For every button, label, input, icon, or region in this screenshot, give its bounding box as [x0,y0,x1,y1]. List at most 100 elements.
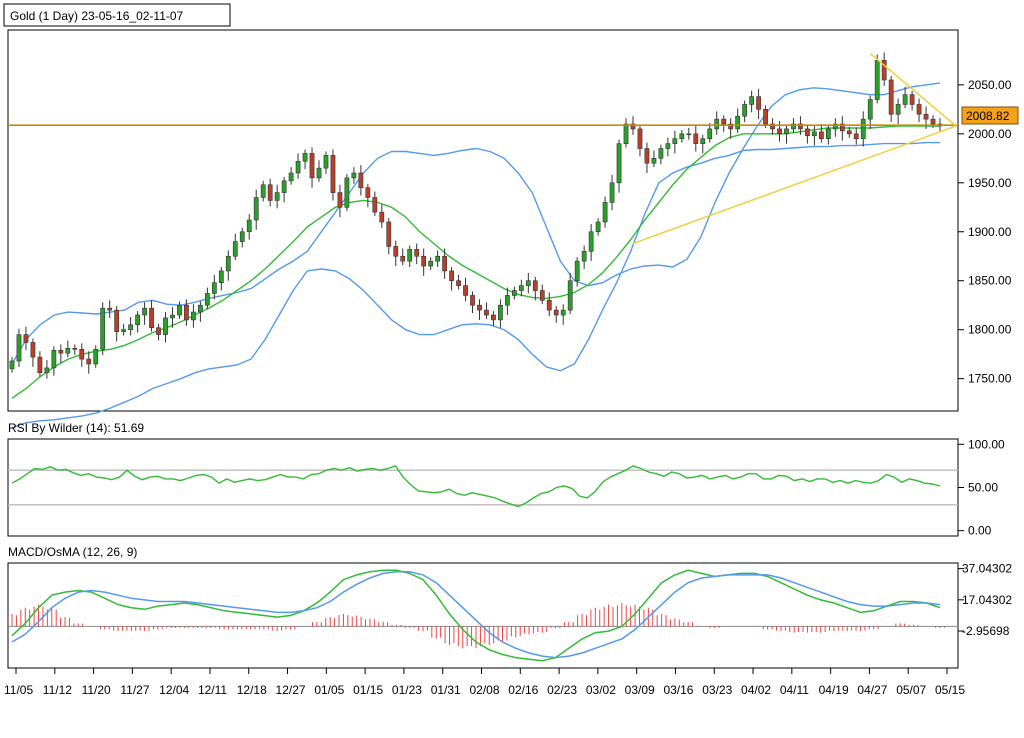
price-tick-label: 1750.00 [968,372,1012,386]
candle-body [65,348,71,354]
candle-body [330,155,336,193]
date-tick-label: 12/27 [276,683,306,697]
candle-body [435,255,441,262]
date-tick-label: 11/05 [4,683,33,697]
candle-body [511,290,517,296]
chart-title: Gold (1 Day) 23-05-16_02-11-07 [10,9,184,23]
candle-body [756,96,761,110]
price-tick-label: 1800.00 [968,323,1012,337]
candle-body [909,94,915,105]
candle-body [225,255,231,272]
date-tick-label: 01/23 [392,683,422,697]
candle-body [463,285,468,296]
candle-body [37,356,43,374]
candle-body [309,153,315,179]
date-tick-label: 05/07 [896,683,926,697]
candle-body [888,79,894,115]
price-panel-frame [7,29,959,412]
candle-body [358,172,364,188]
candle-body [142,307,147,316]
candle-body [546,300,552,311]
candle-body [686,133,692,136]
candle-body [149,307,154,329]
candle-body [191,311,196,321]
candle-body [323,155,329,169]
current-price-label: 2008.82 [966,109,1010,123]
date-tick-label: 02/08 [470,683,500,697]
title-box: Gold (1 Day) 23-05-16_02-11-07 [3,3,231,27]
candle-body [532,280,538,291]
date-tick-label: 05/15 [935,683,965,697]
candle-body [784,128,789,135]
candle-body [72,348,78,350]
candle-body [581,251,587,262]
signal-line [11,571,941,659]
candle-body [302,153,308,162]
rsi-tick-label: 50.00 [968,481,998,495]
candle-body [574,260,580,282]
candle-body [79,348,85,360]
date-tick-label: 01/05 [314,683,344,697]
macd-axis: 37.04302 17.04302 -2.95698 [958,562,1012,638]
macd-tick-label: 17.04302 [962,593,1012,607]
date-tick-label: 02/23 [547,683,577,697]
rsi-line [11,465,941,508]
candle-body [867,99,873,120]
candle-body [825,128,831,140]
candle-body [637,128,643,149]
candle-body [51,349,57,369]
price-axis: 2050.00 2000.00 1950.00 1900.00 1850.00 1800.… [958,78,1012,386]
candle-body [518,285,524,291]
candle-body [9,360,15,370]
candle-body [812,131,817,137]
candle-body [218,270,224,283]
candle-body [23,334,29,343]
candle-body [735,115,741,130]
candle-body [428,260,434,267]
candle-body [198,304,203,313]
rsi-panel: RSI By Wilder (14): 51.69 100.00 50.00 0.0… [7,421,1005,538]
candle-body [644,148,650,164]
candle-body [211,282,217,294]
candle-body [595,221,601,233]
candle-body [246,219,252,233]
candle-body [839,123,845,132]
candle-body [239,231,245,242]
price-tick-label: 2050.00 [968,78,1012,92]
macd-panel-frame [7,562,959,669]
candle-body [693,133,699,144]
candle-body [114,309,120,332]
candle-body [470,295,475,306]
candle-body [365,187,371,198]
candle-body [860,118,866,140]
candle-body [881,60,887,81]
candle-body [525,280,531,286]
current-price-tag: 2008.82 [961,106,1019,125]
date-tick-label: 02/16 [508,683,538,697]
date-tick-label: 01/31 [431,683,461,697]
candle-body [609,182,615,203]
candle-body [714,118,720,130]
bollinger-upper-line [11,82,941,365]
macd-panel: MACD/OsMA (12, 26, 9) 37.04302 17.04302 -2… [7,545,1012,669]
candle-body [567,280,573,311]
candle-body [553,309,559,316]
candle-body [281,180,287,193]
rsi-levels [8,469,958,506]
date-tick-label: 03/16 [663,683,693,697]
date-tick-label: 12/18 [237,683,267,697]
date-tick-label: 12/04 [159,683,189,697]
candle-body [930,118,936,125]
candle-body [135,314,140,326]
candle-body [456,280,461,286]
candle-body [895,104,901,115]
date-tick-label: 04/11 [780,683,809,697]
candle-body [805,128,810,137]
triangle-resistance-line [869,52,957,127]
candle-body [274,192,280,201]
macd-title: MACD/OsMA (12, 26, 9) [8,545,137,559]
candle-body [379,211,385,223]
candle-body [505,295,510,306]
candle-body [874,60,880,100]
